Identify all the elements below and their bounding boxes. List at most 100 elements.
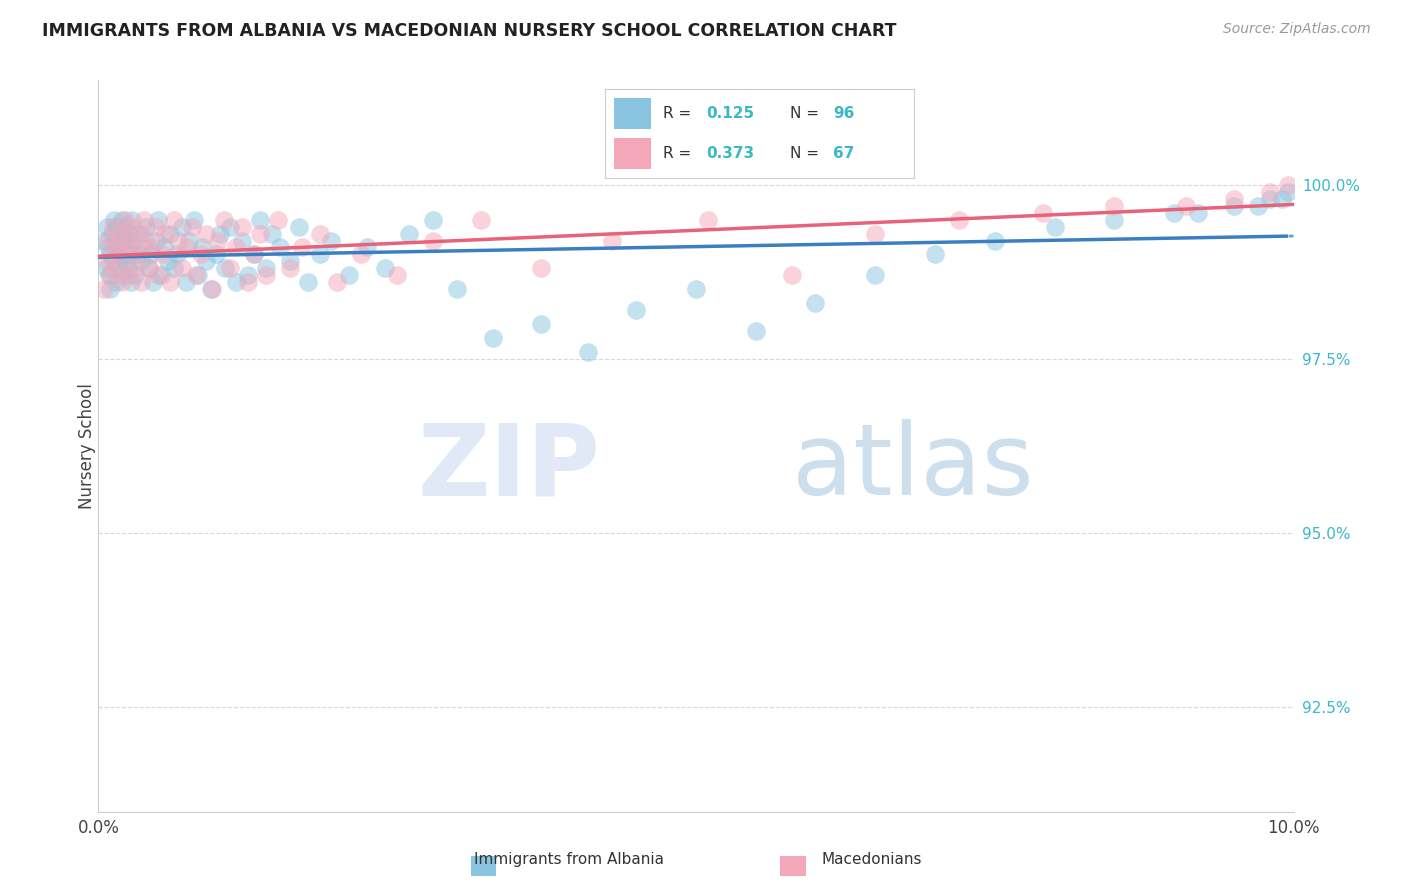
Point — [148, 268, 170, 283]
Point — [204, 247, 226, 261]
Point — [321, 234, 343, 248]
Point — [201, 282, 224, 296]
Point — [290, 240, 312, 254]
Point — [231, 219, 253, 234]
Point — [385, 268, 409, 283]
Point — [1277, 185, 1299, 199]
Point — [117, 268, 139, 283]
Point — [1102, 212, 1125, 227]
Point — [163, 261, 186, 276]
Point — [114, 254, 136, 268]
Point — [156, 254, 179, 268]
Point — [254, 261, 277, 276]
Point — [115, 240, 138, 254]
Point — [115, 219, 138, 234]
Point — [1246, 199, 1268, 213]
Text: R =: R = — [664, 106, 696, 120]
Point — [254, 268, 277, 283]
Point — [93, 282, 115, 296]
Point — [104, 234, 127, 248]
Point — [984, 234, 1007, 248]
Point — [124, 234, 146, 248]
Point — [159, 275, 181, 289]
Text: Immigrants from Albania: Immigrants from Albania — [474, 852, 665, 867]
Point — [1222, 199, 1246, 213]
Point — [138, 261, 160, 276]
Text: 0.125: 0.125 — [707, 106, 755, 120]
Point — [1222, 192, 1246, 206]
Text: R =: R = — [664, 146, 696, 161]
Point — [97, 240, 120, 254]
Point — [200, 282, 222, 296]
Point — [180, 219, 202, 234]
Bar — [614, 98, 651, 129]
Point — [108, 247, 131, 261]
Point — [105, 219, 128, 234]
Point — [249, 212, 271, 227]
Point — [398, 227, 420, 241]
Point — [924, 247, 946, 261]
Point — [127, 247, 149, 261]
Point — [804, 296, 827, 310]
Point — [470, 212, 492, 227]
Point — [191, 240, 214, 254]
Point — [148, 212, 170, 227]
Point — [183, 212, 205, 227]
Point — [94, 261, 117, 276]
Point — [145, 219, 167, 234]
Point — [219, 261, 242, 276]
Point — [125, 247, 148, 261]
Point — [1032, 205, 1054, 219]
Point — [172, 219, 194, 234]
Point — [195, 227, 218, 241]
Point — [105, 261, 128, 276]
Point — [236, 275, 259, 289]
Point — [948, 212, 970, 227]
Point — [219, 219, 242, 234]
Point — [236, 268, 259, 283]
Point — [128, 227, 150, 241]
Point — [780, 268, 803, 283]
Point — [350, 247, 373, 261]
Point — [745, 324, 768, 338]
Point — [100, 282, 122, 296]
Point — [231, 234, 253, 248]
Point — [97, 234, 120, 248]
Point — [356, 240, 378, 254]
Point — [1258, 192, 1281, 206]
Point — [260, 227, 283, 241]
Point — [1258, 185, 1281, 199]
Point — [124, 261, 146, 276]
Point — [863, 227, 887, 241]
Point — [114, 212, 136, 227]
Point — [100, 227, 122, 241]
Point — [243, 247, 266, 261]
Point — [112, 234, 135, 248]
Point — [135, 219, 157, 234]
Point — [249, 227, 271, 241]
Point — [155, 227, 177, 241]
Point — [530, 317, 553, 331]
Point — [1271, 192, 1294, 206]
Point — [1175, 199, 1198, 213]
Point — [481, 331, 503, 345]
Point — [93, 234, 115, 248]
Point — [269, 240, 291, 254]
Point — [138, 261, 160, 276]
Point — [422, 212, 444, 227]
Point — [195, 254, 218, 268]
Point — [267, 212, 290, 227]
Point — [105, 275, 128, 289]
Point — [163, 212, 186, 227]
Point — [1187, 205, 1209, 219]
Point — [107, 227, 129, 241]
Point — [166, 247, 188, 261]
Point — [159, 227, 181, 241]
Point — [1102, 199, 1125, 213]
Text: IMMIGRANTS FROM ALBANIA VS MACEDONIAN NURSERY SCHOOL CORRELATION CHART: IMMIGRANTS FROM ALBANIA VS MACEDONIAN NU… — [42, 22, 897, 40]
Point — [115, 234, 138, 248]
Point — [103, 212, 125, 227]
Point — [308, 247, 330, 261]
Point — [863, 268, 887, 283]
Point — [209, 227, 232, 241]
